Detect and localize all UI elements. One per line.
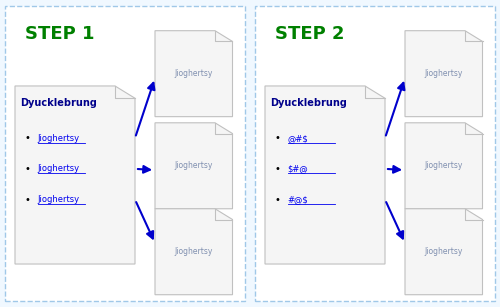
Text: Jioghertsy: Jioghertsy [424,247,463,256]
Text: •: • [275,164,281,174]
Text: Jioghertsy: Jioghertsy [38,134,80,143]
Text: Jioghertsy: Jioghertsy [174,69,213,78]
Polygon shape [155,123,232,209]
Text: STEP 1: STEP 1 [25,25,94,43]
Text: Jioghertsy: Jioghertsy [174,247,213,256]
Text: Jioghertsy: Jioghertsy [38,164,80,173]
Text: •: • [25,164,31,174]
Text: Dyucklebrung: Dyucklebrung [20,98,97,108]
Polygon shape [405,123,482,209]
Polygon shape [405,209,482,295]
Polygon shape [15,86,135,264]
Polygon shape [405,31,482,117]
Polygon shape [155,31,232,117]
Text: •: • [275,195,281,204]
Text: •: • [275,133,281,143]
FancyBboxPatch shape [255,6,495,301]
Text: Jioghertsy: Jioghertsy [174,161,213,170]
Polygon shape [155,209,232,295]
Text: $#@: $#@ [288,164,308,173]
Text: STEP 2: STEP 2 [275,25,344,43]
Polygon shape [265,86,385,264]
Text: Dyucklebrung: Dyucklebrung [270,98,347,108]
Text: •: • [25,195,31,204]
Text: Jioghertsy: Jioghertsy [424,161,463,170]
Text: Jioghertsy: Jioghertsy [424,69,463,78]
Text: #@$: #@$ [288,195,308,204]
Text: •: • [25,133,31,143]
FancyBboxPatch shape [5,6,245,301]
Text: @#$: @#$ [288,134,308,143]
Text: Jioghertsy: Jioghertsy [38,195,80,204]
